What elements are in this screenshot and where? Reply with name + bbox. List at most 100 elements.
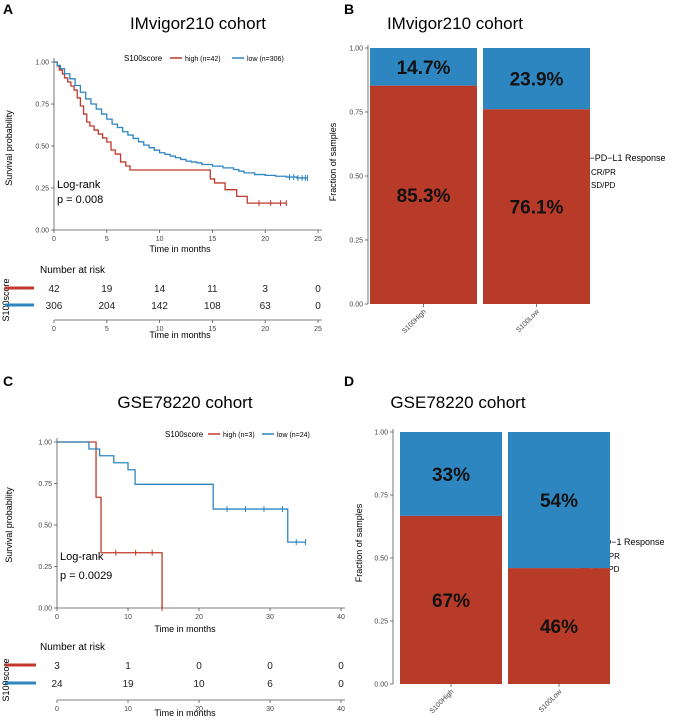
panel-c-risk-xtick-label: 20 bbox=[195, 706, 203, 713]
panel-b-legend-sdpd: SD/PD bbox=[591, 181, 616, 190]
panel-a-risk-xtick-label: 5 bbox=[105, 326, 109, 333]
panel-a-xtick-label: 25 bbox=[314, 236, 322, 243]
panel-a-plot: 0.00 0.25 0.50 0.75 1.00 0 5 10 15 20 25 42 306 0 19 20… bbox=[35, 58, 322, 333]
panel-a-xtick-label: 20 bbox=[261, 236, 269, 243]
panel-c-risk-xlabel: Time in months bbox=[154, 708, 216, 718]
panel-a-ytick-label: 0.00 bbox=[35, 228, 49, 235]
panel-a-legend-high: high (n=42) bbox=[185, 56, 221, 63]
panel-a-logrank: Log-rank bbox=[57, 179, 101, 191]
panel-c-xtick-label: 20 bbox=[195, 614, 203, 621]
panel-d-ytick-label: 0.25 bbox=[374, 619, 388, 626]
panel-c-risk-low-value: 24 bbox=[51, 679, 63, 690]
panel-a-risk-low-value: 63 bbox=[260, 301, 272, 312]
panel-b-legend-title: Anti−PD−L1 Response bbox=[574, 153, 666, 163]
panel-c-legend-title: S100score bbox=[165, 430, 204, 439]
panel-c-risk-high-value: 0 bbox=[267, 661, 273, 672]
panel-a-risk-xtick-label: 15 bbox=[209, 326, 217, 333]
panel-a: Survival probability Time in months S100… bbox=[1, 54, 284, 340]
panel-a-risk-low-value: 0 bbox=[315, 301, 321, 312]
panel-c-risk-low-value: 6 bbox=[267, 679, 273, 690]
panel-d-ytick-label: 1.00 bbox=[374, 430, 388, 437]
panel-d-label-sdpd: 67% bbox=[432, 591, 470, 612]
panel-b-ylabel: Fraction of samples bbox=[328, 122, 338, 201]
panel-a-curve-low bbox=[54, 61, 308, 179]
panel-a-risk-high-value: 0 bbox=[315, 284, 321, 295]
panel-c-xlabel: Time in months bbox=[154, 624, 216, 634]
panel-c-risk-low-value: 19 bbox=[122, 679, 134, 690]
panel-c-xtick-label: 10 bbox=[124, 614, 132, 621]
panel-d-xtick-label: S100High bbox=[429, 688, 456, 715]
panel-letter-a: A bbox=[3, 1, 13, 17]
panel-c-risk-high-value: 0 bbox=[196, 661, 202, 672]
panel-a-risk-title: Number at risk bbox=[40, 265, 106, 276]
panel-d-xtick-label: S100Low bbox=[538, 688, 564, 714]
panel-a-pvalue: p = 0.008 bbox=[57, 194, 103, 206]
panel-d-bar-sdpd bbox=[508, 568, 610, 684]
panel-d-bar-crpr bbox=[508, 432, 610, 569]
panel-c-risk-high-value: 1 bbox=[125, 661, 131, 672]
panel-d-plot: 0.00 0.25 0.50 0.75 1.00 33% 67% S100High 54% 46%… bbox=[374, 429, 610, 715]
panel-a-risk-high-value: 42 bbox=[48, 284, 60, 295]
panel-c-curve-low bbox=[57, 441, 306, 543]
panel-b-plot: 0.00 0.25 0.50 0.75 1.00 14.7% 85.3% S100High 23… bbox=[349, 45, 590, 335]
panel-b-ytick-label: 0.25 bbox=[349, 238, 363, 245]
panel-b-bar-crpr bbox=[483, 48, 590, 110]
panel-a-ytick-label: 0.50 bbox=[35, 144, 49, 151]
panel-c-risk-low-value: 0 bbox=[338, 679, 344, 690]
panel-b-xtick-label: S100Low bbox=[515, 308, 541, 334]
panel-c-curve-high bbox=[57, 441, 163, 608]
panel-c-title: GSE78220 cohort bbox=[117, 393, 252, 412]
panel-b-ytick-label: 0.00 bbox=[349, 302, 363, 309]
panel-c-risk-title: Number at risk bbox=[40, 642, 106, 653]
panel-c-risk-xtick-label: 30 bbox=[266, 706, 274, 713]
panel-a-ylabel: Survival probability bbox=[4, 110, 14, 186]
panel-a-risk-low-value: 306 bbox=[46, 301, 63, 312]
panel-c-risk-xtick-label: 10 bbox=[124, 706, 132, 713]
panel-c-logrank: Log-rank bbox=[60, 551, 104, 563]
panel-b-bar-sdpd bbox=[483, 109, 590, 305]
panel-c-risk-low-value: 10 bbox=[193, 679, 205, 690]
panel-a-ytick-label: 0.25 bbox=[35, 186, 49, 193]
panel-a-risk-high-value: 19 bbox=[101, 284, 113, 295]
panel-c-xtick-label: 0 bbox=[55, 614, 59, 621]
panel-letter-b: B bbox=[344, 1, 354, 17]
panel-c-legend-high: high (n=3) bbox=[223, 432, 255, 439]
panel-b-label-sdpd: 85.3% bbox=[397, 186, 451, 207]
panel-b-label-crpr: 23.9% bbox=[510, 70, 564, 91]
panel-b-legend-crpr: CR/PR bbox=[591, 168, 616, 177]
panel-a-risk-low-value: 108 bbox=[204, 301, 221, 312]
panel-b-label-sdpd: 76.1% bbox=[510, 198, 564, 219]
panel-a-legend-title: S100score bbox=[124, 54, 163, 63]
panel-b-ytick-label: 0.50 bbox=[349, 174, 363, 181]
panel-a-legend-low: low (n=306) bbox=[247, 56, 284, 63]
panel-c-plot: 0.00 0.25 0.50 0.75 1.00 0 10 20 30 40 3 24 0 1 19 10 0 1… bbox=[38, 438, 345, 713]
panel-a-ytick-label: 1.00 bbox=[35, 60, 49, 67]
panel-b-xtick-label: S100High bbox=[401, 308, 428, 335]
panel-c-ytick-label: 1.00 bbox=[38, 440, 52, 447]
panel-d-label-sdpd: 46% bbox=[540, 617, 578, 638]
panel-letter-c: C bbox=[3, 373, 13, 389]
panel-c-risk-ylabel: S100score bbox=[1, 658, 11, 701]
panel-a-xtick-label: 15 bbox=[209, 236, 217, 243]
panel-b-bar-sdpd bbox=[370, 85, 477, 304]
panel-d-label-crpr: 54% bbox=[540, 491, 578, 512]
panel-a-risk-xtick-label: 0 bbox=[52, 326, 56, 333]
panel-a-risk-high-value: 3 bbox=[262, 284, 268, 295]
panel-b-ytick-label: 1.00 bbox=[349, 46, 363, 53]
panel-a-xlabel: Time in months bbox=[149, 244, 211, 254]
panel-a-risk-xlabel: Time in months bbox=[149, 330, 211, 340]
panel-a-ytick-label: 0.75 bbox=[35, 102, 49, 109]
panel-c-risk-high-value: 3 bbox=[54, 661, 60, 672]
panel-a-curve-high bbox=[54, 61, 287, 204]
panel-a-xtick-label: 10 bbox=[156, 236, 164, 243]
panel-c-ylabel: Survival probability bbox=[4, 487, 14, 563]
panel-c-risk-high-value: 0 bbox=[338, 661, 344, 672]
panel-a-xtick-label: 0 bbox=[52, 236, 56, 243]
panel-d-ytick-label: 0.00 bbox=[374, 682, 388, 689]
panel-b-bar-crpr bbox=[370, 48, 477, 86]
panel-a-risk-low-value: 142 bbox=[151, 301, 168, 312]
panel-d-bar-sdpd bbox=[400, 515, 502, 684]
panel-d-legend-title: Anti−PD−1 Response bbox=[578, 537, 665, 547]
panel-c-pvalue: p = 0.0029 bbox=[60, 570, 112, 582]
panel-c-ytick-label: 0.75 bbox=[38, 481, 52, 488]
